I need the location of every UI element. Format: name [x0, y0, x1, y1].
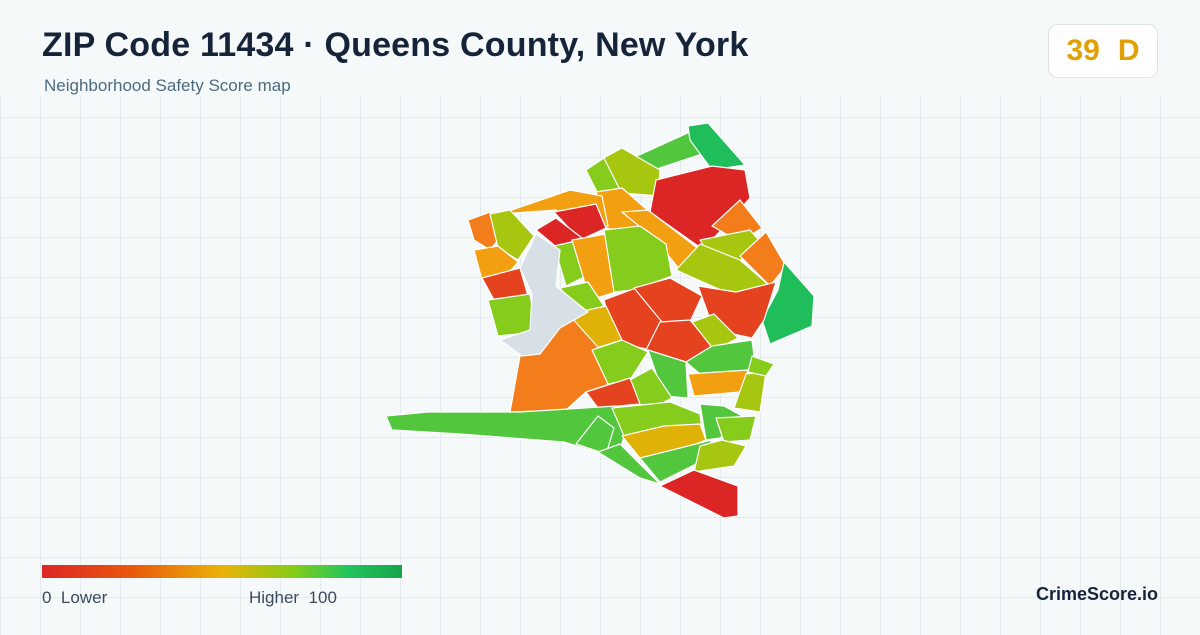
brand-logo-text: CrimeScore.io	[1035, 584, 1158, 604]
map-region[interactable]	[487, 293, 537, 337]
page-title: ZIP Code 11434 · Queens County, New York	[42, 26, 749, 64]
legend-min-text: Lower	[60, 588, 108, 607]
legend-max-label: Higher 100	[249, 588, 337, 608]
map-region[interactable]	[591, 339, 649, 385]
legend-max-value: 100	[308, 588, 337, 607]
map-region[interactable]	[761, 261, 815, 345]
map-region-no-data[interactable]	[499, 233, 589, 357]
map-region[interactable]	[687, 122, 746, 171]
map-region[interactable]	[575, 415, 615, 455]
legend-min-value: 0	[42, 588, 52, 607]
map-region[interactable]	[691, 313, 739, 351]
map-region[interactable]	[597, 443, 661, 485]
legend-max-text: Higher	[249, 588, 300, 607]
legend-gradient-bar	[42, 565, 402, 578]
map-region[interactable]	[489, 209, 535, 261]
map-region[interactable]	[685, 339, 757, 375]
page-subtitle: Neighborhood Safety Score map	[44, 76, 291, 95]
safety-score-value: 39	[1066, 34, 1100, 67]
map-region[interactable]	[633, 277, 703, 323]
header	[0, 0, 1200, 96]
map-region[interactable]	[659, 469, 739, 519]
map-region[interactable]	[603, 225, 673, 293]
map-region[interactable]	[747, 355, 775, 377]
safety-score-badge: 39 D	[1048, 24, 1158, 78]
legend-min-label: 0 Lower	[42, 588, 107, 608]
safety-score-grade: D	[1117, 34, 1140, 67]
map-region[interactable]	[693, 439, 747, 473]
map-region[interactable]	[585, 377, 641, 409]
map-region[interactable]	[715, 415, 757, 443]
